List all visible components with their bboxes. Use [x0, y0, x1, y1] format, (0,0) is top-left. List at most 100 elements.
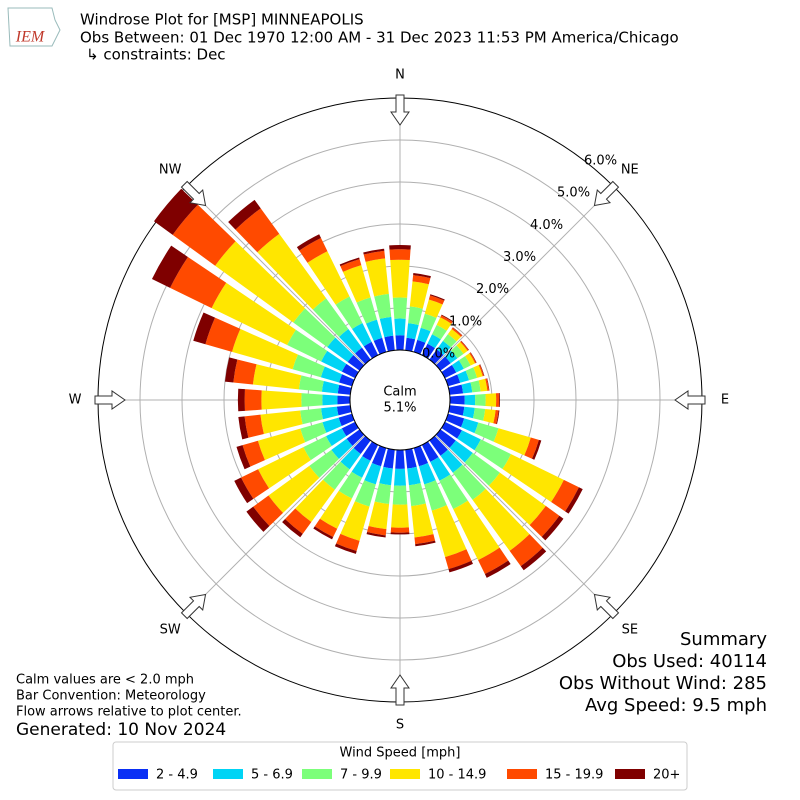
- bar-segment: [296, 234, 322, 251]
- bar-segment: [451, 327, 463, 337]
- bar-segment: [339, 257, 360, 267]
- bar-segment: [337, 395, 351, 405]
- bar-segment: [321, 380, 340, 394]
- bar-segment: [498, 393, 500, 407]
- bar-segment: [390, 259, 410, 298]
- flow-arrow: [180, 180, 207, 207]
- bar-segment: [483, 408, 496, 424]
- bar-segment: [356, 297, 377, 324]
- r-tick-label: 5.0%: [557, 186, 590, 201]
- logo-outline: [7, 7, 61, 47]
- bar-segment: [452, 464, 486, 500]
- bar-segment: [408, 306, 423, 325]
- bar-segment: [457, 370, 470, 383]
- bar-segment: [440, 315, 453, 324]
- bar-segment: [509, 534, 543, 567]
- compass-label: NW: [159, 163, 182, 178]
- bar-segment: [447, 328, 461, 342]
- bar-segment: [287, 329, 328, 362]
- summary: Avg Speed: 9.5 mph: [585, 695, 767, 716]
- bar-segment: [428, 295, 445, 305]
- bar-segment: [334, 543, 357, 554]
- bar-segment: [300, 422, 327, 443]
- bar-segment: [342, 265, 371, 303]
- bar-segment: [412, 275, 431, 285]
- flow-arrow: [674, 390, 706, 410]
- bar-segment: [233, 359, 257, 385]
- legend-swatch: [302, 769, 332, 779]
- bar-segment: [441, 421, 462, 439]
- bar-segment: [409, 281, 429, 309]
- bar-segment: [461, 418, 479, 434]
- note: Bar Convention: Meteorology: [16, 689, 206, 704]
- bar-segment: [411, 503, 434, 538]
- bar-segment: [465, 367, 478, 381]
- legend-label: 5 - 6.9: [251, 768, 293, 783]
- bar-segment: [252, 364, 302, 390]
- bar-segment: [353, 435, 371, 455]
- bar-segment: [285, 508, 312, 534]
- bar-segment: [338, 413, 355, 426]
- bar-segment: [374, 293, 392, 319]
- note: Calm values are < 2.0 mph: [16, 673, 194, 688]
- bar-segment: [445, 413, 465, 428]
- bar-segment: [462, 406, 475, 419]
- bar-segment: [244, 414, 264, 438]
- bar-segment: [391, 504, 409, 528]
- bar-segment: [529, 505, 560, 537]
- bar-segment: [392, 297, 408, 319]
- bar-segment: [390, 527, 410, 533]
- bar-segment: [445, 549, 472, 570]
- legend-swatch: [118, 769, 148, 779]
- bar-segment: [390, 532, 410, 535]
- bar-segment: [347, 355, 365, 371]
- bar-segment: [379, 316, 394, 338]
- bar-segment: [325, 428, 347, 447]
- bar-segment: [435, 356, 451, 371]
- bar-segment: [242, 440, 265, 467]
- bar-segment: [478, 378, 488, 392]
- bar-segment: [172, 204, 236, 266]
- flow-arrow: [180, 593, 207, 620]
- bar-segment: [421, 343, 436, 359]
- bar-segment: [445, 374, 461, 387]
- bar-segment: [532, 439, 542, 460]
- bar-segment: [424, 480, 447, 511]
- bar-segment: [365, 319, 383, 341]
- legend-title: Wind Speed [mph]: [340, 746, 461, 761]
- bar-segment: [367, 525, 387, 536]
- bar-segment: [442, 334, 457, 348]
- bar-segment: [392, 485, 408, 505]
- title-line: Obs Between: 01 Dec 1970 12:00 AM - 31 D…: [80, 29, 679, 47]
- bar-segment: [341, 421, 359, 437]
- bar-segment: [236, 445, 251, 470]
- bar-segment: [322, 394, 338, 406]
- bar-segment: [421, 441, 439, 462]
- bar-segment: [413, 339, 426, 355]
- bar-segment: [337, 384, 352, 395]
- bar-segment: [374, 483, 392, 505]
- bar-segment: [520, 547, 547, 571]
- note: Flow arrows relative to plot center.: [16, 705, 242, 720]
- bar-segment: [440, 449, 463, 473]
- bar-segment: [336, 533, 360, 552]
- bar-segment: [238, 416, 249, 440]
- flow-arrow: [593, 593, 620, 620]
- bar-segment: [475, 394, 486, 406]
- bar-segment: [322, 461, 350, 490]
- bar-segment: [373, 337, 387, 355]
- bar-segment: [363, 250, 386, 262]
- bar-segment: [432, 324, 447, 340]
- bar-segment: [461, 382, 473, 394]
- bar-segment: [313, 526, 334, 540]
- logo: IEM: [7, 7, 61, 47]
- bar-segment: [314, 518, 338, 538]
- bar-segment: [335, 296, 363, 329]
- bar-segment: [541, 515, 564, 541]
- bar-segment: [472, 407, 486, 421]
- compass-label: S: [396, 718, 404, 733]
- bar-segment: [319, 490, 352, 529]
- bar-segment: [307, 251, 350, 305]
- bar-segment: [551, 479, 579, 512]
